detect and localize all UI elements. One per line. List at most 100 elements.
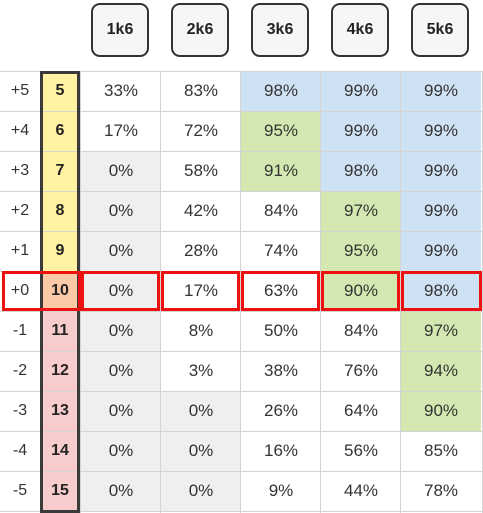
grid-line xyxy=(400,71,401,513)
probability-cell: 58% xyxy=(161,151,241,191)
probability-cell: 0% xyxy=(81,311,161,351)
probability-cell: 84% xyxy=(321,311,401,351)
probability-cell: 95% xyxy=(241,111,321,151)
dice-header-5k6[interactable]: 5k6 xyxy=(411,3,469,57)
probability-cell: 83% xyxy=(161,71,241,111)
probability-cell: 28% xyxy=(161,231,241,271)
dice-header-3k6[interactable]: 3k6 xyxy=(251,3,309,57)
probability-cell: 0% xyxy=(161,471,241,511)
probability-cell: 0% xyxy=(81,431,161,471)
row-modifier: -2 xyxy=(12,362,28,379)
probability-table: +5 5 33% 83% 98% 99% 99% +4 6 17% 72% 95% 99% 99% +3 7 0… xyxy=(0,71,483,513)
probability-cell: 50% xyxy=(241,311,321,351)
probability-cell: 84% xyxy=(241,191,321,231)
row-modifier: -1 xyxy=(12,322,28,339)
grid-line xyxy=(0,191,483,192)
row-modifier: +0 xyxy=(10,282,30,299)
probability-cell: 94% xyxy=(401,351,481,391)
probability-cell: 97% xyxy=(401,311,481,351)
row-modifier: +4 xyxy=(10,122,30,139)
row-target-number: 6 xyxy=(40,111,80,151)
probability-cell: 56% xyxy=(321,431,401,471)
probability-cell: 63% xyxy=(241,271,321,311)
probability-cell: 0% xyxy=(81,231,161,271)
probability-cell: 0% xyxy=(81,351,161,391)
probability-cell: 38% xyxy=(241,351,321,391)
probability-cell: 33% xyxy=(81,71,161,111)
probability-cell: 90% xyxy=(321,271,401,311)
probability-cell: 0% xyxy=(81,151,161,191)
row-modifier: +5 xyxy=(10,82,30,99)
probability-cell: 8% xyxy=(161,311,241,351)
table-row: +3 7 0% 58% 91% 98% 99% xyxy=(0,151,483,191)
row-target-number: 8 xyxy=(40,191,80,231)
row-target-number: 9 xyxy=(40,231,80,271)
dice-header-2k6[interactable]: 2k6 xyxy=(171,3,229,57)
table-row: +1 9 0% 28% 74% 95% 99% xyxy=(0,231,483,271)
probability-cell: 17% xyxy=(161,271,241,311)
probability-cell: 72% xyxy=(161,111,241,151)
probability-cell: 0% xyxy=(81,391,161,431)
probability-cell: 98% xyxy=(401,271,481,311)
row-target-number: 14 xyxy=(40,431,80,471)
row-target-number: 7 xyxy=(40,151,80,191)
table-row: -3 13 0% 0% 26% 64% 90% xyxy=(0,391,483,431)
probability-cell: 3% xyxy=(161,351,241,391)
grid-line xyxy=(240,71,241,513)
probability-cell: 99% xyxy=(401,151,481,191)
grid-line xyxy=(0,391,483,392)
table-row: -4 14 0% 0% 16% 56% 85% xyxy=(0,431,483,471)
probability-cell: 0% xyxy=(81,191,161,231)
probability-cell: 90% xyxy=(401,391,481,431)
grid-line xyxy=(0,111,483,112)
grid-line xyxy=(0,231,483,232)
grid-line xyxy=(0,431,483,432)
row-target-number: 13 xyxy=(40,391,80,431)
grid-line xyxy=(320,71,321,513)
grid-line xyxy=(80,71,81,513)
probability-cell: 99% xyxy=(401,191,481,231)
probability-cell: 26% xyxy=(241,391,321,431)
probability-cell: 74% xyxy=(241,231,321,271)
probability-cell: 0% xyxy=(81,471,161,511)
probability-cell: 16% xyxy=(241,431,321,471)
grid-line xyxy=(0,71,483,72)
row-modifier: +1 xyxy=(10,242,30,259)
table-row: +4 6 17% 72% 95% 99% 99% xyxy=(0,111,483,151)
probability-cell: 99% xyxy=(401,71,481,111)
row-modifier: +2 xyxy=(10,202,30,219)
probability-cell: 9% xyxy=(241,471,321,511)
probability-cell: 99% xyxy=(321,111,401,151)
probability-cell: 0% xyxy=(81,271,161,311)
probability-cell: 64% xyxy=(321,391,401,431)
row-modifier: -5 xyxy=(12,482,28,499)
table-row: +5 5 33% 83% 98% 99% 99% xyxy=(0,71,483,111)
grid-line xyxy=(0,511,483,512)
table-row: -1 11 0% 8% 50% 84% 97% xyxy=(0,311,483,351)
table-row: -5 15 0% 0% 9% 44% 78% xyxy=(0,471,483,511)
row-target-number: 11 xyxy=(40,311,80,351)
grid-line xyxy=(0,151,483,152)
row-modifier: -3 xyxy=(12,402,28,419)
grid-line xyxy=(160,71,161,513)
row-modifier: +3 xyxy=(10,162,30,179)
row-target-number: 10 xyxy=(40,271,80,311)
row-modifier: -4 xyxy=(12,442,28,459)
table-row: -2 12 0% 3% 38% 76% 94% xyxy=(0,351,483,391)
row-target-number: 5 xyxy=(40,71,80,111)
probability-cell: 99% xyxy=(401,111,481,151)
row-target-number: 15 xyxy=(40,471,80,511)
dice-header-1k6[interactable]: 1k6 xyxy=(91,3,149,57)
probability-cell: 44% xyxy=(321,471,401,511)
probability-cell: 97% xyxy=(321,191,401,231)
grid-line xyxy=(0,271,483,272)
probability-cell: 0% xyxy=(161,391,241,431)
probability-cell: 98% xyxy=(321,151,401,191)
dice-header-4k6[interactable]: 4k6 xyxy=(331,3,389,57)
table-row: +0 10 0% 17% 63% 90% 98% xyxy=(0,271,483,311)
probability-cell: 98% xyxy=(241,71,321,111)
probability-cell: 85% xyxy=(401,431,481,471)
grid-line xyxy=(40,71,41,513)
probability-cell: 42% xyxy=(161,191,241,231)
probability-cell: 78% xyxy=(401,471,481,511)
